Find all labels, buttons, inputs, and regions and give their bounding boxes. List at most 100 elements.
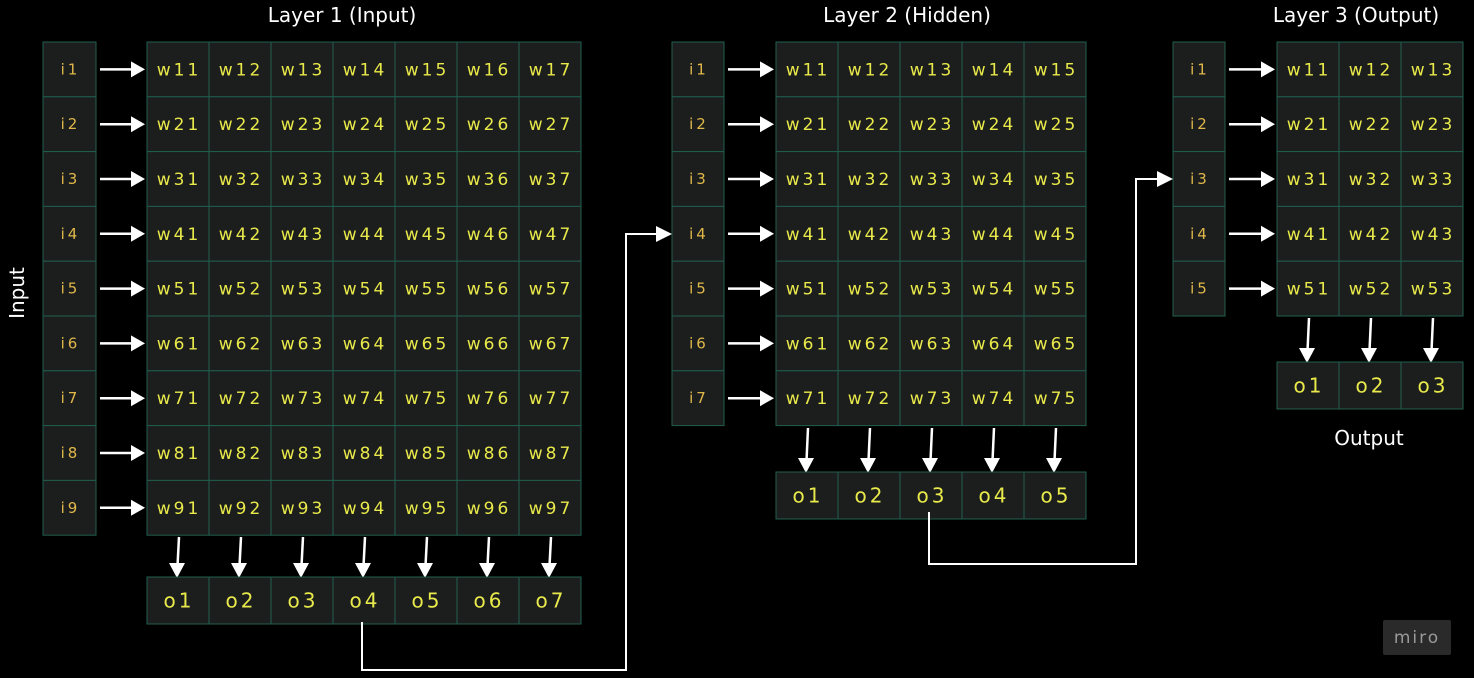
input-cell — [671, 205, 725, 262]
output-cell — [775, 471, 839, 520]
weight-label: w53 — [1411, 280, 1456, 300]
weight-label: w42 — [1349, 225, 1394, 245]
input-cell — [1172, 96, 1226, 153]
weight-cell — [208, 151, 272, 207]
output-arrowhead — [922, 458, 938, 473]
input-label: i7 — [689, 389, 709, 407]
weight-label: w53 — [910, 280, 955, 300]
input-label: i3 — [61, 170, 81, 188]
weight-label: w22 — [1349, 115, 1394, 135]
weight-label: w13 — [281, 60, 326, 80]
weight-label: w57 — [529, 280, 574, 300]
output-arrowhead — [1046, 458, 1062, 473]
weight-label: w15 — [1034, 60, 1079, 80]
weight-cell — [775, 315, 839, 372]
output-arrow — [1368, 317, 1373, 352]
input-arrowhead — [760, 280, 774, 297]
weight-cell — [518, 315, 582, 372]
weight-label: w11 — [1287, 60, 1332, 80]
weight-label: w13 — [1411, 60, 1456, 80]
weight-cell — [837, 151, 901, 207]
weight-label: w66 — [467, 334, 512, 354]
weight-label: w74 — [343, 389, 388, 409]
weight-label: w14 — [972, 60, 1017, 80]
layer-title: Layer 3 (Output) — [1273, 3, 1439, 27]
input-arrowhead — [131, 61, 145, 78]
input-arrowhead — [131, 335, 145, 352]
output-cell — [1400, 361, 1464, 410]
weight-cell — [899, 370, 963, 427]
output-arrow — [548, 536, 553, 567]
output-label: o3 — [917, 484, 948, 508]
output-label: o4 — [350, 589, 381, 613]
output-label: o2 — [855, 484, 886, 508]
weight-label: w26 — [467, 115, 512, 135]
weight-cell — [146, 479, 210, 536]
weight-cell — [394, 41, 458, 98]
weight-label: w21 — [1287, 115, 1332, 135]
input-cell — [671, 41, 725, 98]
weight-label: w47 — [529, 225, 574, 245]
weight-cell — [837, 370, 901, 427]
input-label: i2 — [689, 115, 709, 133]
weight-cell — [270, 425, 334, 481]
input-arrowhead — [1261, 116, 1275, 133]
input-arrowhead — [760, 225, 774, 242]
weight-label: w43 — [1411, 225, 1456, 245]
output-arrowhead — [231, 563, 247, 578]
weight-cell — [961, 205, 1025, 262]
weight-label: w24 — [972, 115, 1017, 135]
weight-label: w55 — [405, 280, 450, 300]
weight-cell — [899, 260, 963, 317]
weight-label: w75 — [405, 389, 450, 409]
layer-title: Layer 1 (Input) — [268, 3, 417, 27]
weight-cell — [208, 479, 272, 536]
weight-cell — [456, 41, 520, 98]
weight-label: w44 — [972, 225, 1017, 245]
weight-cell — [518, 479, 582, 536]
input-arrowhead — [1261, 61, 1275, 78]
weight-label: w22 — [219, 115, 264, 135]
weight-label: w42 — [219, 225, 264, 245]
weight-label: w22 — [848, 115, 893, 135]
input-label: i8 — [61, 444, 81, 462]
weight-label: w31 — [157, 170, 202, 190]
weight-label: w31 — [786, 170, 831, 190]
weight-cell — [146, 315, 210, 372]
connector-layer2-o3-to-layer3-i3 — [928, 178, 1160, 565]
weight-label: w85 — [405, 444, 450, 464]
input-arrowhead — [131, 499, 145, 516]
weight-label: w52 — [219, 280, 264, 300]
weight-label: w44 — [343, 225, 388, 245]
output-arrow — [300, 536, 305, 567]
weight-label: w92 — [219, 499, 264, 519]
weight-cell — [332, 151, 396, 207]
input-label: i2 — [1190, 115, 1210, 133]
output-cell — [146, 576, 210, 625]
weight-cell — [837, 315, 901, 372]
input-arrowhead — [760, 116, 774, 133]
weight-cell — [775, 41, 839, 98]
output-arrowhead — [984, 458, 1000, 473]
connector-layer1-o4-to-layer2-i4 — [361, 233, 660, 671]
output-arrow — [486, 536, 491, 567]
output-label: Output — [1334, 426, 1404, 450]
weight-label: w31 — [1287, 170, 1332, 190]
layers: Layer 1 (Input) i1 i2 i3 i4 i5 i6 i7 i8 i9 w11 w12 w… — [42, 3, 1464, 625]
weight-cell — [208, 425, 272, 481]
weight-label: w14 — [343, 60, 388, 80]
output-cell — [518, 576, 582, 625]
input-arrowhead — [760, 390, 774, 407]
weight-label: w36 — [467, 170, 512, 190]
output-cell — [1023, 471, 1087, 520]
input-cell — [671, 370, 725, 427]
input-arrowhead — [1261, 225, 1275, 242]
weight-label: w61 — [157, 334, 202, 354]
weight-cell — [837, 260, 901, 317]
weight-label: w41 — [1287, 225, 1332, 245]
weight-cell — [456, 205, 520, 262]
weight-cell — [332, 41, 396, 98]
output-label: o1 — [1294, 374, 1325, 398]
weight-label: w62 — [848, 334, 893, 354]
weight-label: w53 — [281, 280, 326, 300]
